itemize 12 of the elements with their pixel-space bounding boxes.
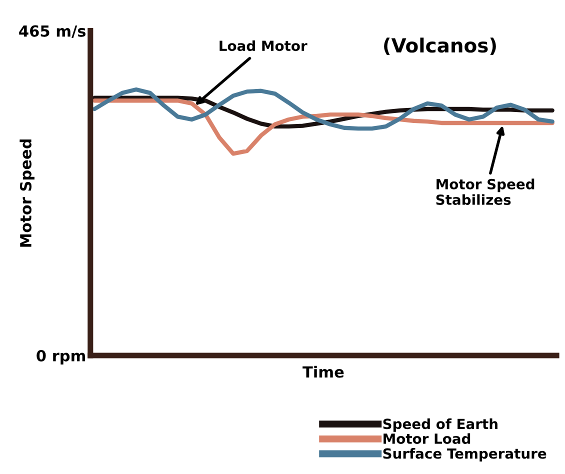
annotation: Motor Speed Stabilizes [436, 178, 534, 205]
legend-label: Motor Load [384, 433, 470, 444]
line-series [92, 98, 554, 156]
legend-label: Surface Temperature [383, 448, 546, 462]
y-axis-title: Motor Speed [20, 139, 34, 247]
chart-title: (Volcanos) [384, 38, 496, 55]
x-axis-title: Time [302, 366, 344, 378]
line-series [92, 87, 554, 131]
y-tick-label: 465 m/s [19, 25, 86, 38]
y-tick-label: 0 rpm [36, 350, 86, 364]
annotation: Load Motor [220, 40, 308, 52]
legend-label: Speed of Earth [383, 418, 498, 432]
